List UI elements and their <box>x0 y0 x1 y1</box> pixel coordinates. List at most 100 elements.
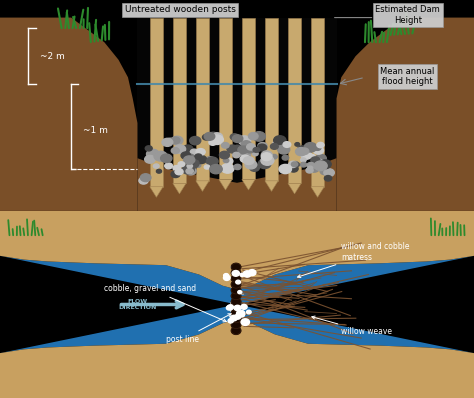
Polygon shape <box>173 183 186 194</box>
Polygon shape <box>0 320 474 398</box>
Circle shape <box>313 147 324 154</box>
Circle shape <box>241 141 251 148</box>
Polygon shape <box>311 187 324 197</box>
Circle shape <box>320 168 329 175</box>
Circle shape <box>241 304 247 309</box>
Circle shape <box>295 142 300 146</box>
Circle shape <box>240 273 244 277</box>
Polygon shape <box>265 181 278 191</box>
Circle shape <box>182 165 194 174</box>
Circle shape <box>248 133 258 140</box>
Circle shape <box>233 145 242 152</box>
Circle shape <box>156 169 162 173</box>
Text: Untreated wooden posts: Untreated wooden posts <box>125 5 236 14</box>
Circle shape <box>271 144 278 149</box>
Circle shape <box>211 135 223 144</box>
Circle shape <box>258 159 271 169</box>
Circle shape <box>292 162 298 166</box>
Circle shape <box>300 148 309 154</box>
Circle shape <box>145 146 152 151</box>
Circle shape <box>212 133 223 141</box>
Circle shape <box>298 146 307 153</box>
Circle shape <box>245 145 255 153</box>
Circle shape <box>236 280 240 284</box>
Circle shape <box>244 157 254 164</box>
Circle shape <box>228 319 233 323</box>
Circle shape <box>253 148 260 152</box>
Bar <box>242 18 255 179</box>
Text: FLOW
DIRECTION: FLOW DIRECTION <box>118 299 156 310</box>
Circle shape <box>245 160 257 169</box>
Circle shape <box>231 263 241 271</box>
Circle shape <box>196 156 207 164</box>
Circle shape <box>253 152 258 156</box>
Circle shape <box>187 159 194 165</box>
Circle shape <box>258 142 267 149</box>
Circle shape <box>187 164 192 168</box>
Circle shape <box>190 137 201 145</box>
Circle shape <box>292 162 298 167</box>
Circle shape <box>309 164 319 172</box>
Text: ~1 m: ~1 m <box>83 126 108 135</box>
Circle shape <box>253 132 265 141</box>
Circle shape <box>307 162 315 168</box>
Circle shape <box>139 177 148 184</box>
Circle shape <box>324 169 334 177</box>
Circle shape <box>235 314 241 319</box>
Circle shape <box>181 152 191 159</box>
Text: Mean annual
flood height: Mean annual flood height <box>381 67 435 86</box>
Polygon shape <box>288 183 301 194</box>
Bar <box>150 18 163 187</box>
Circle shape <box>289 165 298 172</box>
Circle shape <box>231 321 241 329</box>
Circle shape <box>202 135 210 140</box>
Circle shape <box>241 319 249 326</box>
Circle shape <box>207 157 218 166</box>
Circle shape <box>195 154 202 159</box>
Circle shape <box>185 167 196 175</box>
Circle shape <box>246 144 255 150</box>
Circle shape <box>208 132 219 140</box>
Circle shape <box>231 304 241 311</box>
Circle shape <box>240 312 245 316</box>
Circle shape <box>231 287 241 294</box>
Circle shape <box>286 164 291 168</box>
Circle shape <box>238 136 251 145</box>
Circle shape <box>246 153 251 157</box>
Circle shape <box>231 269 241 277</box>
Bar <box>311 18 324 187</box>
Circle shape <box>231 281 241 288</box>
Circle shape <box>238 146 248 154</box>
Circle shape <box>183 145 193 152</box>
Circle shape <box>231 310 241 317</box>
Bar <box>288 18 301 183</box>
Polygon shape <box>219 179 232 190</box>
Circle shape <box>317 142 324 148</box>
Circle shape <box>223 275 230 281</box>
Circle shape <box>278 145 290 154</box>
Circle shape <box>221 164 234 173</box>
Polygon shape <box>196 181 209 191</box>
Circle shape <box>301 151 312 159</box>
Circle shape <box>171 171 180 178</box>
Circle shape <box>261 156 274 165</box>
Circle shape <box>324 176 332 181</box>
Circle shape <box>230 134 239 140</box>
Circle shape <box>209 140 217 145</box>
Circle shape <box>161 154 172 162</box>
Circle shape <box>155 153 164 159</box>
Circle shape <box>308 166 313 170</box>
Circle shape <box>314 161 327 171</box>
Polygon shape <box>0 211 474 289</box>
Circle shape <box>234 164 241 170</box>
Bar <box>196 18 209 181</box>
Circle shape <box>173 166 180 171</box>
Circle shape <box>154 164 159 168</box>
Circle shape <box>279 164 292 174</box>
Text: willow weave: willow weave <box>312 316 392 336</box>
Bar <box>219 18 232 179</box>
Circle shape <box>172 136 183 145</box>
Circle shape <box>140 174 151 181</box>
Circle shape <box>240 313 245 317</box>
Circle shape <box>196 148 205 155</box>
